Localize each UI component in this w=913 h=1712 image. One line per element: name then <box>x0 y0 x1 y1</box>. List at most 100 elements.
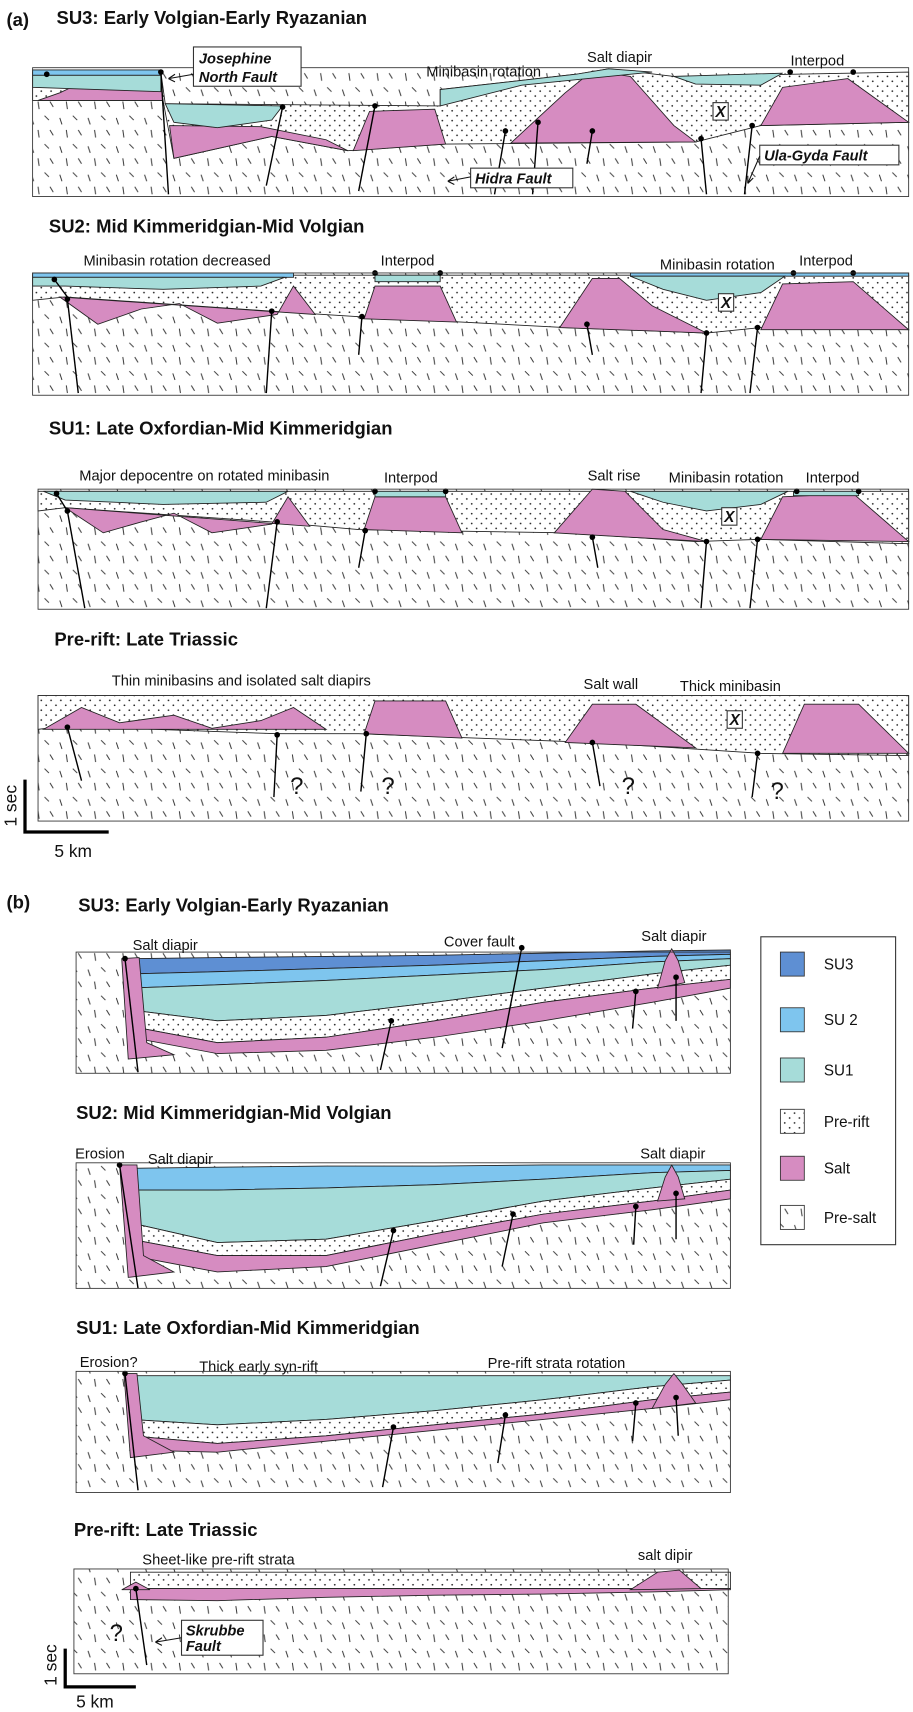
label: salt dipir <box>638 1548 693 1564</box>
fault-tip <box>590 128 596 134</box>
label: X <box>723 509 735 526</box>
fault-tip <box>52 277 58 283</box>
sections <box>33 68 909 1674</box>
legend-swatch <box>780 1156 804 1180</box>
label: 5 km <box>54 841 92 861</box>
label: ? <box>290 773 303 800</box>
label: Salt diapir <box>133 938 198 954</box>
label: Interpod <box>384 471 438 487</box>
label: Josephine <box>199 51 271 67</box>
fault-tip <box>503 1412 509 1418</box>
fault-tip <box>44 71 50 77</box>
label: Fault <box>186 1639 222 1655</box>
label: ? <box>381 773 394 800</box>
fault-tip <box>274 519 280 525</box>
label: Erosion? <box>80 1355 138 1371</box>
fault-tip <box>633 1400 639 1406</box>
label: Minibasin rotation <box>426 64 541 80</box>
label: Major depocentre on rotated minibasin <box>79 468 329 484</box>
legend-swatch <box>780 1205 804 1229</box>
label: Salt diapir <box>641 929 706 945</box>
salt <box>364 497 462 533</box>
fault-tip <box>673 974 679 980</box>
syn-rift <box>793 491 858 495</box>
label: X <box>715 104 727 121</box>
label: Salt diapir <box>587 50 652 66</box>
fault-tip <box>503 128 509 134</box>
label: Salt rise <box>588 468 641 484</box>
label: 1 sec <box>0 785 20 827</box>
fault-tip <box>158 69 164 75</box>
label: Thin minibasins and isolated salt diapir… <box>112 674 371 690</box>
label: ? <box>622 773 635 800</box>
label: Interpod <box>806 471 860 487</box>
label: Interpod <box>790 53 844 69</box>
fault-tip <box>584 321 590 327</box>
label: (b) <box>7 891 31 912</box>
fault-tip <box>850 69 856 75</box>
label: Salt <box>824 1161 851 1178</box>
label: 1 sec <box>41 1644 61 1686</box>
figure: (a)(b)SU3: Early Volgian-Early Ryazanian… <box>0 0 913 1712</box>
label: SU2: Mid Kimmeridgian-Mid Volgian <box>49 216 365 237</box>
label: SU3: Early Volgian-Early Ryazanian <box>57 7 367 28</box>
fault-tip <box>274 732 280 738</box>
label: Salt diapir <box>640 1146 705 1162</box>
legend-box <box>761 937 896 1245</box>
label: Salt wall <box>584 677 639 693</box>
label: SU3 <box>824 957 854 974</box>
fault-tip <box>359 314 365 320</box>
fault-tip <box>65 508 71 514</box>
label: Cover fault <box>444 935 515 951</box>
label: X <box>720 295 732 312</box>
label: X <box>729 712 741 729</box>
label: Erosion <box>75 1146 125 1162</box>
label: SU2: Mid Kimmeridgian-Mid Volgian <box>76 1102 392 1123</box>
fault-tip <box>755 325 761 331</box>
fault-tip <box>535 119 541 125</box>
label: Interpod <box>799 253 853 269</box>
fault-tip <box>388 1018 394 1024</box>
fault-tip <box>280 104 286 110</box>
fault-tip <box>510 1211 516 1217</box>
syn-rift <box>375 491 446 496</box>
fault-tip <box>787 69 793 75</box>
fault-tip <box>372 103 378 109</box>
label: Ula-Gyda Fault <box>764 148 869 164</box>
label: Sheet-like pre-rift strata <box>142 1553 295 1569</box>
fault-tip <box>65 724 71 730</box>
label: SU3: Early Volgian-Early Ryazanian <box>78 895 388 916</box>
legend-swatch <box>780 1109 804 1133</box>
label: Pre-rift strata rotation <box>488 1356 626 1372</box>
legend-swatch <box>780 1008 804 1032</box>
label: North Fault <box>199 70 278 86</box>
label: Pre-rift <box>824 1114 870 1131</box>
label: SU1 <box>824 1062 854 1079</box>
fault-tip <box>122 956 128 962</box>
label: ? <box>110 1620 123 1647</box>
salt <box>364 701 462 738</box>
legend-swatch <box>780 952 804 976</box>
label: Minibasin rotation decreased <box>83 253 270 269</box>
label: Hidra Fault <box>475 171 553 187</box>
fault-tip <box>362 528 368 534</box>
fault-tip <box>363 731 369 737</box>
fault-tip <box>673 1395 679 1401</box>
label: Pre-salt <box>824 1210 877 1227</box>
label: Pre-rift: Late Triassic <box>54 628 238 649</box>
fault-tip <box>590 740 596 746</box>
fault-tip <box>673 1191 679 1197</box>
label: Minibasin rotation <box>669 471 784 487</box>
label: Thick early syn-rift <box>199 1359 318 1375</box>
label: Salt diapir <box>148 1152 213 1168</box>
label: SU 2 <box>824 1012 858 1029</box>
fault-tip <box>590 534 596 540</box>
label: Skrubbe <box>186 1624 245 1640</box>
fault-tip <box>391 1228 397 1234</box>
label: Interpod <box>381 253 435 269</box>
fault-tip <box>749 123 755 129</box>
syn-rift <box>375 275 440 282</box>
fault-tip <box>133 1586 139 1592</box>
legend-swatch <box>780 1058 804 1082</box>
label: 5 km <box>76 1692 114 1712</box>
